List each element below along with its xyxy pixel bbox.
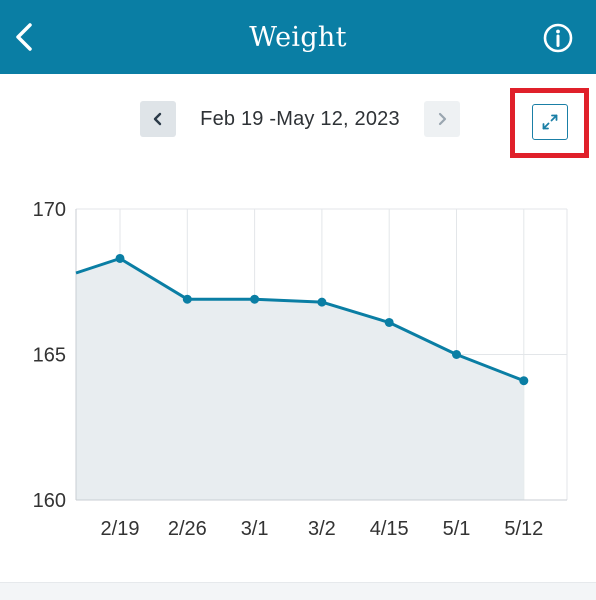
page-title: Weight	[249, 22, 347, 53]
x-tick-label: 3/2	[308, 518, 336, 540]
x-tick-label: 2/19	[101, 518, 140, 540]
next-range-button[interactable]	[424, 101, 460, 137]
app-header: Weight	[0, 0, 596, 74]
chevron-left-icon	[153, 112, 162, 126]
data-point	[384, 317, 394, 327]
date-range-label: Feb 19 -May 12, 2023	[200, 108, 400, 130]
data-point	[452, 350, 461, 359]
x-tick-label: 2/26	[168, 518, 207, 540]
highlight-box	[510, 88, 589, 158]
bottom-panel	[0, 582, 596, 600]
x-tick-label: 3/1	[241, 518, 269, 540]
y-tick-label: 160	[33, 490, 66, 512]
info-button[interactable]	[542, 22, 574, 54]
x-tick-label: 5/12	[504, 518, 543, 540]
data-point	[317, 297, 327, 307]
series-area	[76, 258, 524, 500]
weight-chart: 160 165 170 2/19 2/26 3/1 3/2 4/15 5/1 5/12	[0, 180, 596, 550]
previous-range-button[interactable]	[140, 101, 176, 137]
chevron-left-icon	[16, 23, 32, 51]
x-tick-label: 5/1	[443, 518, 471, 540]
weight-chart-svg: 160 165 170 2/19 2/26 3/1 3/2 4/15 5/1 5/12	[33, 199, 568, 540]
back-button[interactable]	[6, 17, 46, 57]
data-point	[182, 294, 192, 304]
y-tick-label: 165	[33, 345, 66, 367]
expand-chart-button[interactable]	[532, 104, 568, 140]
data-point	[519, 376, 529, 386]
y-tick-label: 170	[33, 199, 66, 221]
chevron-right-icon	[438, 112, 447, 126]
info-circle-icon	[543, 23, 573, 53]
expand-arrows-icon	[542, 114, 558, 130]
data-point	[115, 253, 125, 263]
date-range-bar: Feb 19 -May 12, 2023	[0, 74, 596, 174]
series-line	[75, 257, 525, 383]
data-point	[250, 294, 260, 304]
x-tick-label: 4/15	[370, 518, 409, 540]
